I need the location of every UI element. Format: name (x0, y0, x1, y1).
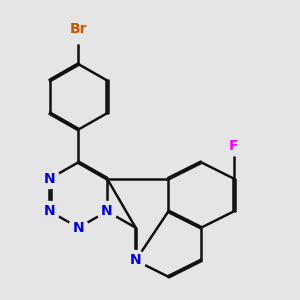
Text: N: N (44, 204, 56, 218)
Circle shape (224, 136, 244, 156)
Text: Br: Br (70, 22, 87, 36)
Circle shape (126, 250, 146, 270)
Text: N: N (44, 172, 56, 186)
Circle shape (97, 201, 117, 221)
Text: N: N (130, 254, 142, 267)
Text: F: F (229, 139, 239, 153)
Text: N: N (73, 221, 84, 235)
Circle shape (40, 201, 60, 221)
Circle shape (68, 218, 88, 238)
Circle shape (40, 169, 60, 188)
Text: N: N (101, 204, 113, 218)
Circle shape (64, 15, 93, 44)
